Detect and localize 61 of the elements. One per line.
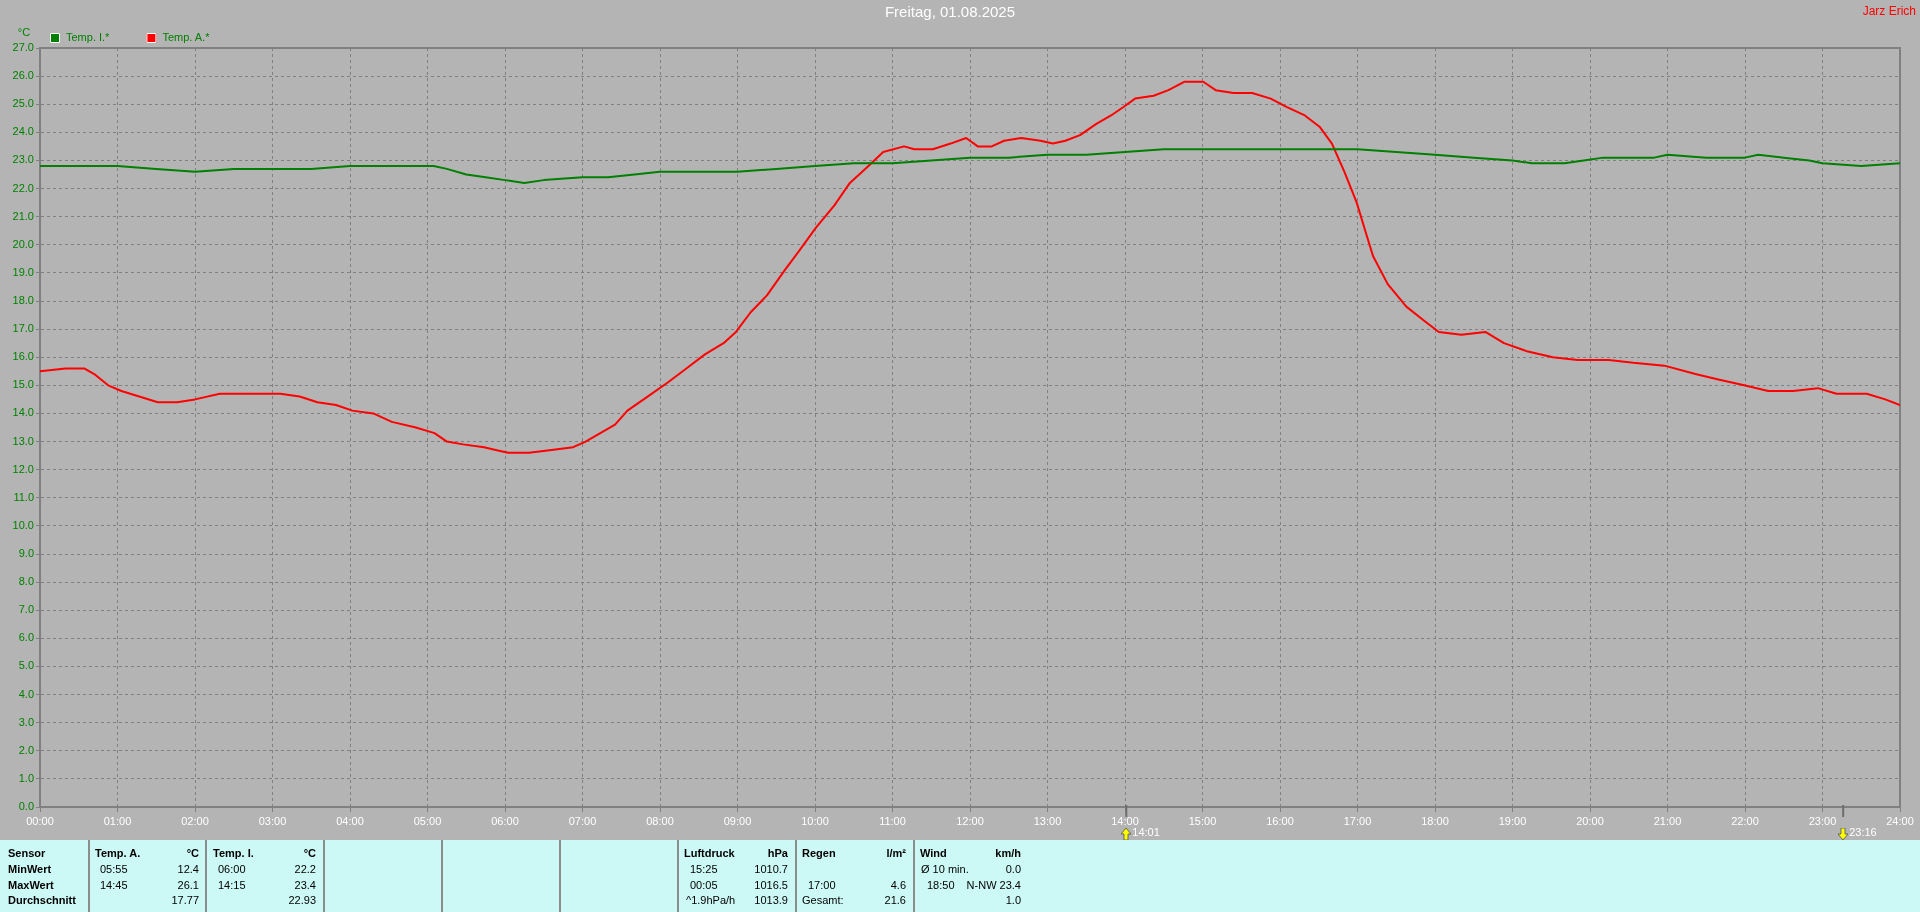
x-tick-label: 06:00 (491, 814, 519, 827)
x-tick-label: 02:00 (181, 814, 209, 827)
x-tick-label: 11:00 (879, 814, 906, 827)
y-tick-label: 0.0 (18, 800, 34, 813)
y-tick-label: 20.0 (12, 237, 34, 250)
y-tick-label: 27.0 (12, 41, 34, 54)
x-tick-label: 13:00 (1033, 814, 1062, 827)
y-tick-label: 11.0 (13, 490, 34, 503)
y-tick-label: 6.0 (18, 631, 34, 644)
y-tick-label: 14.0 (12, 406, 34, 419)
x-tick-label: 24:00 (1886, 814, 1914, 827)
y-tick-label: 7.0 (18, 603, 34, 616)
y-tick-label: 22.0 (12, 181, 34, 194)
x-tick-label: 01:00 (103, 814, 132, 827)
y-axis-title: °C (17, 26, 31, 39)
x-tick-label: 14:00 (1111, 814, 1139, 827)
y-tick-label: 4.0 (18, 687, 34, 700)
x-tick-label: 17:00 (1343, 814, 1372, 827)
x-tick-label: 21:00 (1653, 814, 1682, 827)
x-tick-label: 09:00 (723, 814, 752, 827)
x-tick-label: 04:00 (336, 814, 364, 827)
y-tick-label: 23.0 (12, 153, 34, 166)
text: Jarz Erich (1862, 4, 1916, 18)
stats-panel: Sensor MinWert MaxWert Durchschnitt Temp. A. °C 05:55 12.4 14:45 26.1 17.77 Temp. I. °C 06:00 22.2 14:15 23.4 22.93 Luftdruck hPa 15:25 1010.7 00:05 1016.5 ^1.9hPa/h 1013.9 Regen l/m² 17:00 4.6 Gesamt: 21.6 Wind km/h Ø 10 min. 0.0 18:50 N-NW 23.4 1.0 (0, 840, 1920, 912)
y-tick-label: 17.0 (12, 322, 34, 335)
x-tick-label: 16:00 (1266, 814, 1294, 827)
y-tick-label: 24.0 (12, 125, 34, 138)
y-tick-label: 12.0 (12, 462, 34, 475)
y-tick-label: 19.0 (12, 265, 34, 278)
x-tick-label: 15:00 (1188, 814, 1217, 827)
x-tick-label: 07:00 (568, 814, 597, 827)
x-tick-label: 12:00 (956, 814, 984, 827)
y-tick-label: 10.0 (12, 518, 34, 531)
y-tick-label: 13.0 (12, 434, 34, 447)
y-tick-label: 9.0 (18, 547, 34, 560)
y-tick-label: 5.0 (18, 659, 34, 672)
x-tick-label: 22:00 (1731, 814, 1759, 827)
x-tick-label: 05:00 (413, 814, 442, 827)
y-tick-label: 2.0 (18, 743, 34, 756)
chart-title: Freitag, 01.08.2025 (884, 3, 1016, 21)
y-tick-label: 15.0 (12, 378, 34, 391)
x-tick-label: 23:00 (1808, 814, 1837, 827)
x-tick-label: 08:00 (646, 814, 674, 827)
ref-line-label: 14:01 (1132, 826, 1160, 839)
y-tick-label: 18.0 (12, 294, 34, 307)
y-tick-label: 21.0 (12, 209, 34, 222)
x-tick-label: 18:00 (1421, 814, 1449, 827)
legend-label: Temp. A.* (162, 31, 211, 44)
x-tick-label: 10:00 (801, 814, 829, 827)
x-tick-label: 00:00 (26, 814, 54, 827)
y-tick-label: 26.0 (12, 69, 34, 82)
y-tick-label: 3.0 (18, 715, 34, 728)
ref-line-label: 23:16 (1849, 826, 1877, 839)
y-tick-label: 1.0 (18, 771, 34, 784)
y-tick-label: 16.0 (12, 350, 34, 363)
x-tick-label: 03:00 (258, 814, 287, 827)
legend-label: Temp. I.* (66, 31, 111, 44)
y-tick-label: 8.0 (18, 575, 34, 588)
x-tick-label: 19:00 (1498, 814, 1527, 827)
y-tick-label: 25.0 (12, 97, 34, 110)
x-tick-label: 20:00 (1576, 814, 1604, 827)
